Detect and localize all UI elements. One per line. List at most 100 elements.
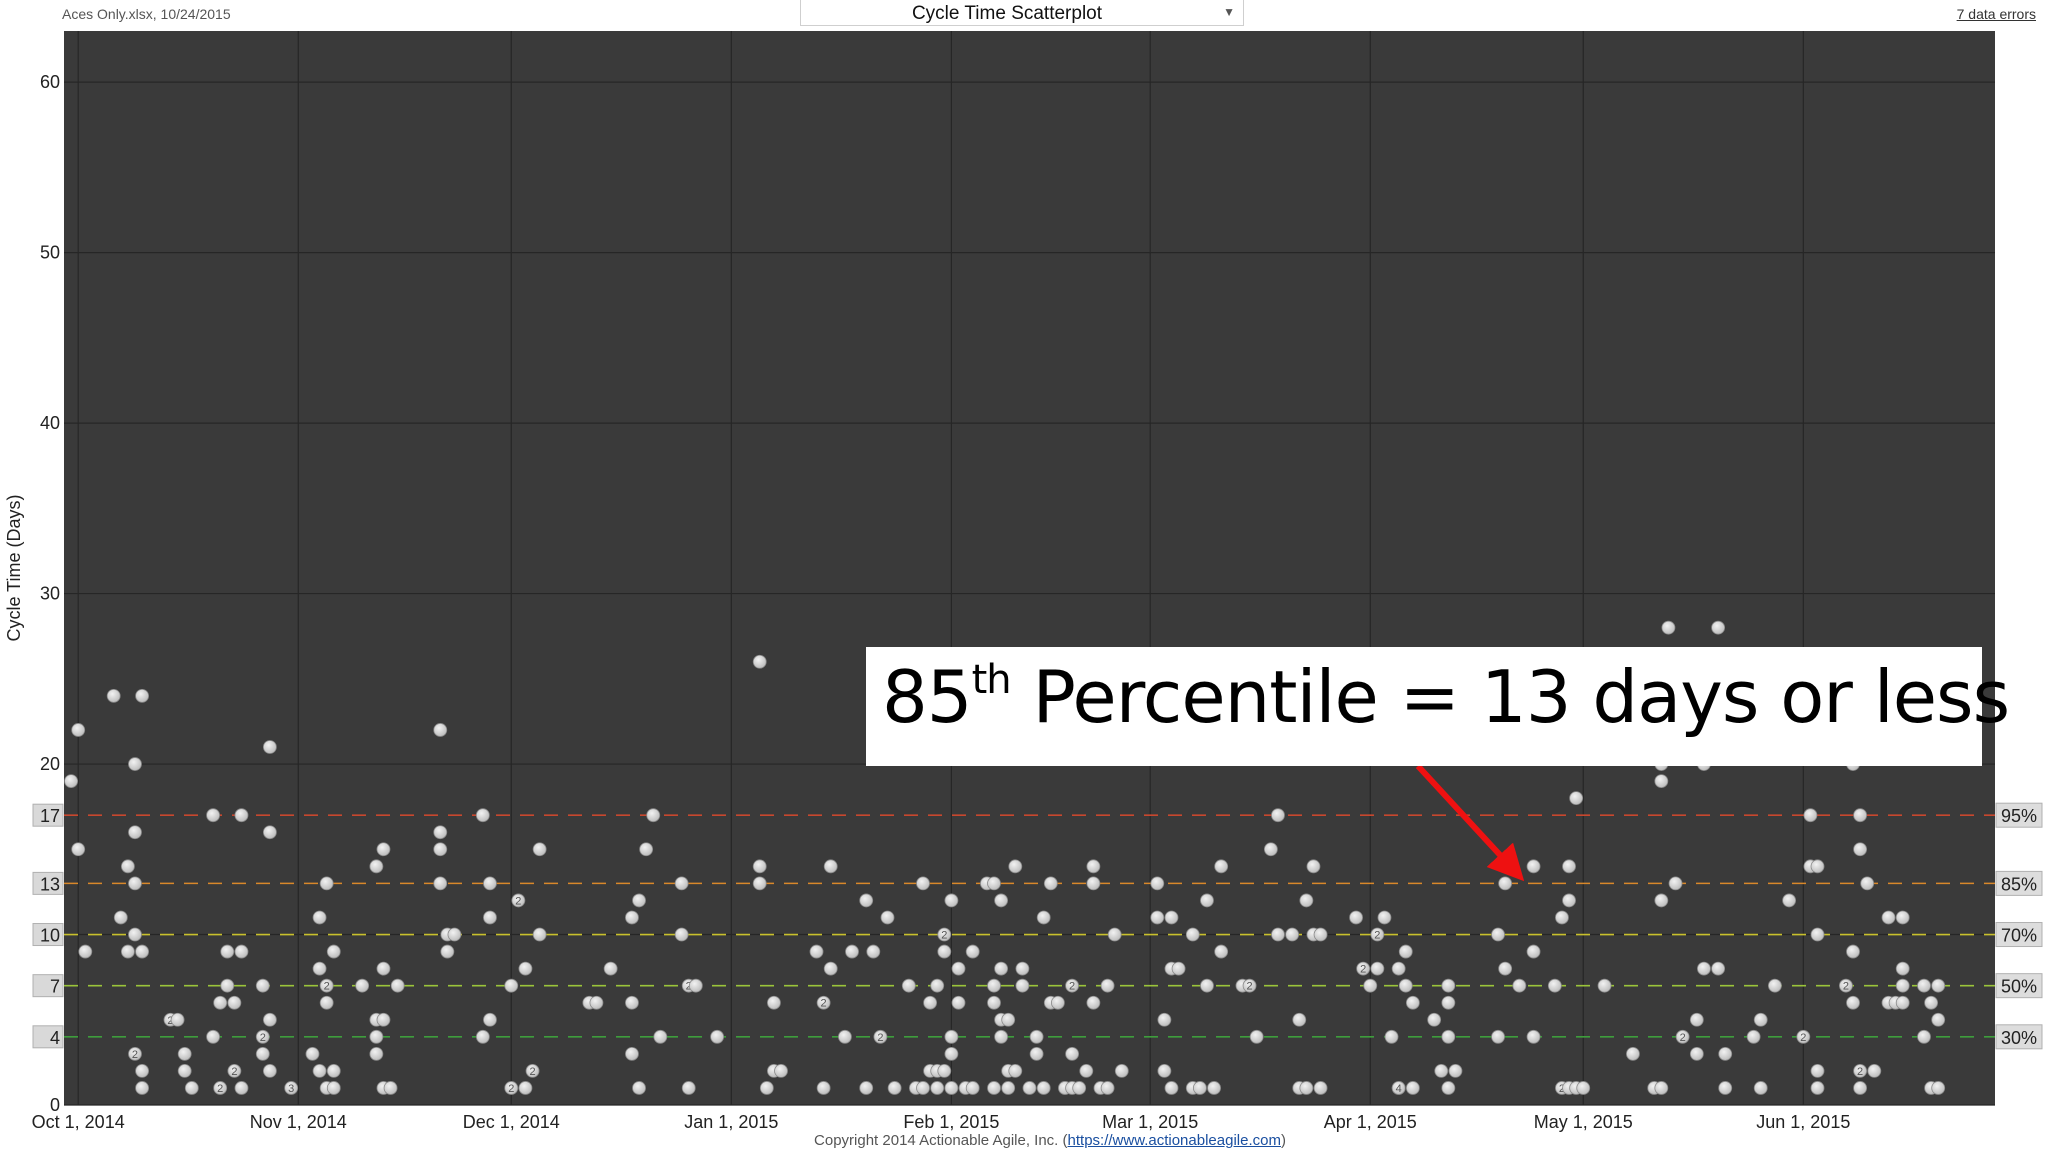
data-point [369, 1029, 384, 1044]
data-point-count: 2 [231, 1066, 237, 1078]
data-point [532, 927, 547, 942]
percentile-tag-label: 85% [2001, 874, 2037, 894]
data-point [227, 995, 242, 1010]
data-point [532, 842, 547, 857]
data-point-count: 2 [324, 981, 330, 993]
data-point [128, 927, 142, 942]
percentile-value-label: 4 [50, 1028, 60, 1048]
data-point [255, 1046, 270, 1061]
data-point [1753, 1012, 1768, 1027]
data-point [823, 859, 838, 874]
data-point [1576, 1081, 1591, 1095]
percentile-tag-box [1995, 922, 2043, 948]
data-point [1498, 961, 1513, 976]
data-point [1100, 1081, 1115, 1095]
data-point [838, 1029, 852, 1044]
data-point [135, 1081, 149, 1095]
data-point [1299, 1081, 1314, 1095]
percentile-tag-box [1995, 870, 2043, 896]
data-point [1086, 876, 1101, 891]
data-point [1846, 944, 1860, 959]
callout-superscript: th [971, 657, 1012, 703]
data-point [1349, 910, 1363, 925]
data-point [1697, 961, 1711, 976]
data-point [483, 1012, 497, 1027]
data-point [447, 927, 462, 942]
data-point [1711, 961, 1726, 976]
data-point [944, 1046, 959, 1061]
data-point [1263, 842, 1278, 857]
data-point [930, 1081, 945, 1095]
data-point [1434, 1064, 1449, 1078]
data-point [859, 1081, 874, 1095]
data-point [135, 944, 149, 959]
data-point [951, 961, 966, 976]
data-point [1668, 876, 1683, 891]
data-point [1001, 1081, 1016, 1095]
y-tick-label: 60 [40, 72, 60, 92]
data-point [376, 1012, 391, 1027]
data-errors-link[interactable]: 7 data errors [1956, 6, 2036, 22]
data-point [625, 995, 639, 1010]
data-point [1008, 859, 1023, 874]
data-point [1285, 927, 1300, 942]
x-tick-label: Jan 1, 2015 [684, 1112, 778, 1132]
data-point [1491, 927, 1505, 942]
data-point-count: 2 [1374, 930, 1380, 942]
percentile-value-label: 10 [40, 926, 60, 946]
data-point [483, 876, 497, 891]
data-point [937, 944, 952, 959]
data-point [1895, 910, 1910, 925]
data-point-count: 2 [132, 1049, 138, 1061]
data-point-cluster [1242, 978, 1257, 993]
data-point [1072, 1081, 1087, 1095]
data-point [1753, 1081, 1768, 1095]
data-point [135, 1064, 149, 1078]
data-point-cluster [1356, 961, 1371, 976]
data-point-cluster [937, 927, 952, 942]
data-point-cluster [255, 1029, 270, 1044]
data-point [632, 893, 646, 908]
percentile-tag-label: 30% [2001, 1028, 2037, 1048]
data-point [752, 859, 767, 874]
data-point [1597, 978, 1612, 993]
data-point [220, 978, 235, 993]
x-tick-label: Mar 1, 2015 [1102, 1112, 1198, 1132]
data-point-count: 2 [508, 1083, 514, 1095]
chart-type-dropdown[interactable]: Cycle Time Scatterplot ▼ [800, 0, 1244, 26]
data-point [1547, 978, 1562, 993]
data-point [994, 893, 1009, 908]
data-point [1810, 1081, 1825, 1095]
data-point [1363, 978, 1378, 993]
data-point [1192, 1081, 1207, 1095]
data-point [376, 842, 391, 857]
data-point [625, 910, 639, 925]
data-point [1718, 1081, 1733, 1095]
data-point [433, 723, 448, 737]
data-point [589, 995, 604, 1010]
data-point-count: 2 [821, 998, 827, 1010]
data-point [887, 1081, 902, 1095]
data-point [1050, 995, 1065, 1010]
data-point [1810, 1064, 1825, 1078]
data-point [1924, 995, 1939, 1010]
x-tick-label: May 1, 2015 [1534, 1112, 1633, 1132]
data-point [135, 688, 149, 703]
percentile-tag-label: 50% [2001, 977, 2037, 997]
data-point [774, 1064, 788, 1078]
data-point [504, 978, 519, 993]
y-tick-label: 0 [50, 1095, 60, 1115]
data-point [987, 1081, 1001, 1095]
data-point [1114, 1064, 1129, 1078]
data-point [1086, 859, 1101, 874]
data-point [1313, 927, 1328, 942]
data-point-cluster [1796, 1029, 1811, 1044]
data-point-cluster [816, 995, 831, 1010]
data-point-count: 2 [877, 1032, 883, 1044]
percentile-value-box [32, 923, 64, 947]
percentile-tag-box [1995, 973, 2043, 999]
copyright-link[interactable]: https://www.actionableagile.com [1067, 1132, 1281, 1149]
data-point [120, 944, 135, 959]
data-point-cluster [227, 1064, 242, 1078]
data-point-cluster [319, 978, 334, 993]
